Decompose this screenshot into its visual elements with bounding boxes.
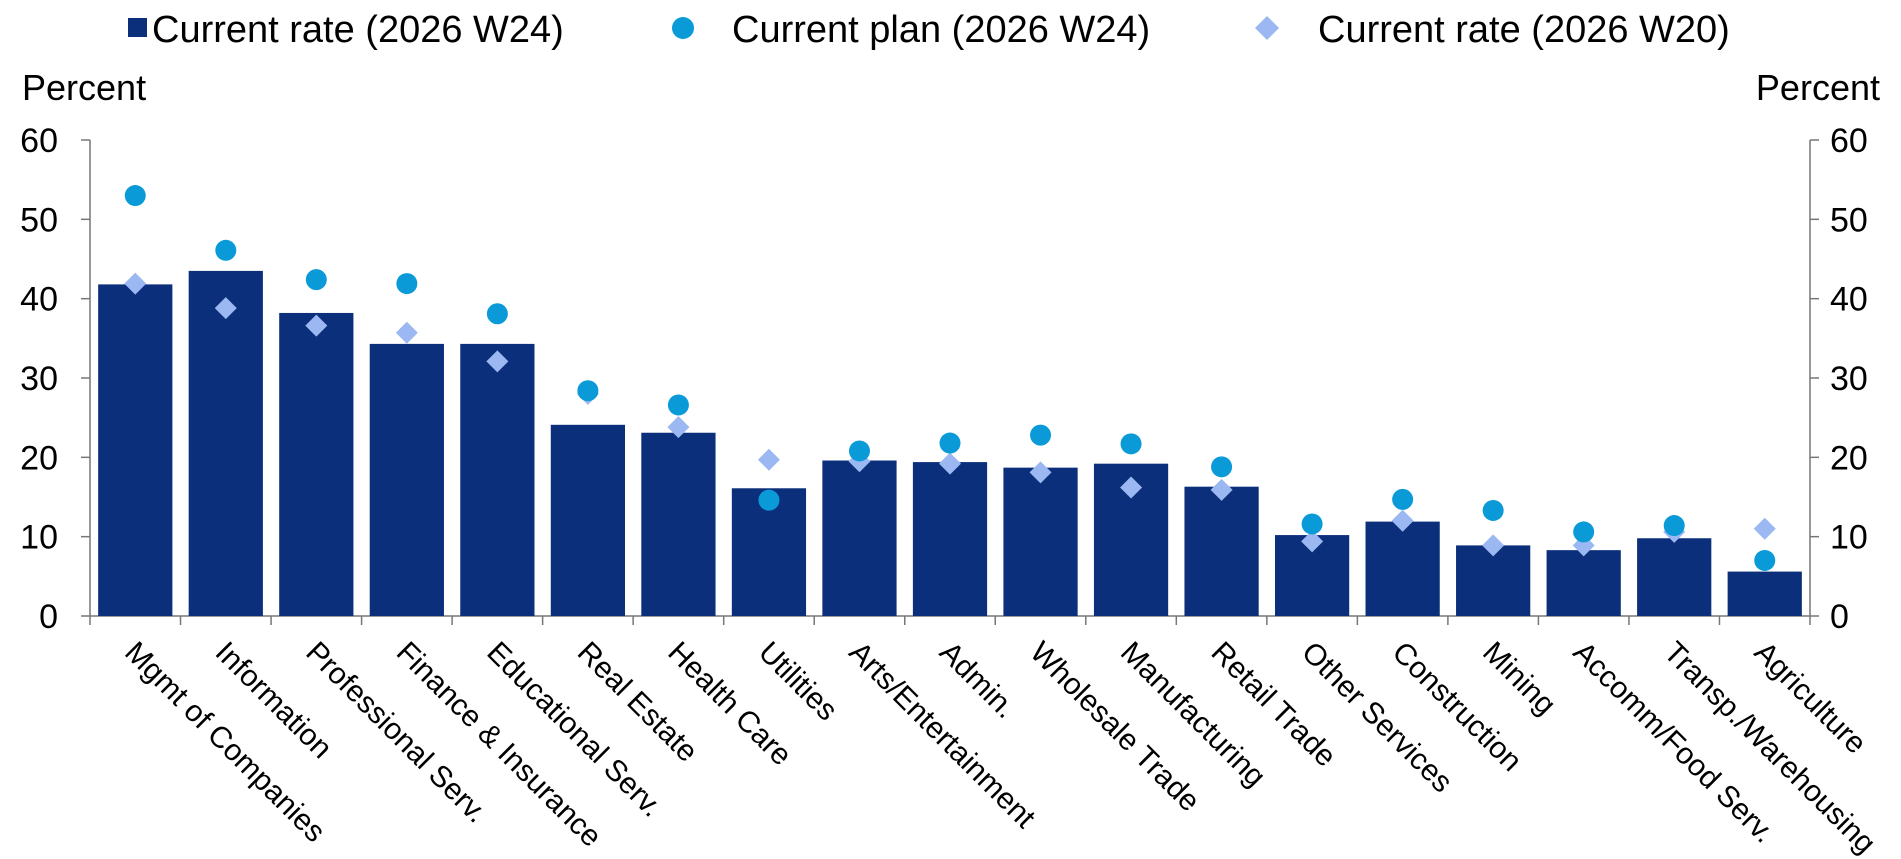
marker-current-rate-w20 [1482,534,1505,557]
marker-current-rate-w20 [1753,517,1776,540]
marker-current-plan-w24 [1663,515,1685,537]
y-tick-label-left: 10 [20,519,58,557]
bar-current-rate-w24 [641,432,716,616]
marker-current-rate-w20 [667,416,690,439]
x-category-label: Mining [1476,636,1562,722]
marker-current-rate-w20 [214,297,237,320]
marker-current-plan-w24 [1030,424,1052,446]
bar-current-rate-w24 [369,343,444,616]
marker-current-rate-w20 [486,350,509,373]
bar-current-rate-w24 [188,270,263,616]
bar-current-rate-w24 [1003,467,1078,616]
marker-current-plan-w24 [1301,513,1323,535]
y-tick-label-left: 60 [20,122,58,160]
marker-current-plan-w24 [1573,521,1595,543]
bar-current-rate-w24 [460,343,535,616]
y-tick-label-right: 50 [1830,201,1868,239]
legend: Current rate (2026 W24) Current plan (202… [128,9,1730,51]
bar-current-rate-w24 [1637,538,1712,616]
marker-current-rate-w20 [124,272,147,295]
marker-current-plan-w24 [848,440,870,462]
y-tick-label-left: 0 [39,598,58,636]
y-axis-title-right: Percent [1756,67,1880,108]
bar-current-rate-w24 [1456,545,1531,616]
marker-current-plan-w24 [577,380,599,402]
marker-current-plan-w24 [215,239,237,261]
marker-current-plan-w24 [1120,433,1142,455]
marker-current-plan-w24 [1392,488,1414,510]
marker-current-plan-w24 [486,303,508,325]
legend-swatch-square [128,18,147,37]
marker-current-rate-w20 [757,448,780,471]
legend-swatch-circle [672,17,694,39]
y-tick-label-right: 20 [1830,439,1868,477]
marker-current-plan-w24 [758,489,780,511]
y-tick-label-left: 50 [20,201,58,239]
marker-current-plan-w24 [1211,456,1233,478]
y-tick-label-right: 60 [1830,122,1868,160]
y-tick-label-left: 40 [20,281,58,319]
y-axis-title-left: Percent [22,67,146,108]
marker-current-plan-w24 [396,273,418,295]
bar-current-rate-w24 [98,284,173,616]
bar-current-rate-w24 [279,312,354,616]
marker-current-rate-w20 [305,314,328,337]
marker-current-plan-w24 [124,185,146,207]
bar-current-rate-w24 [822,460,897,616]
bar-current-rate-w24 [912,462,988,616]
bar-current-rate-w24 [1184,486,1259,616]
x-category-label: Wholesale Trade [1024,636,1207,819]
legend-label: Current rate (2026 W20) [1318,9,1730,51]
marker-current-plan-w24 [667,394,689,416]
y-tick-label-left: 20 [20,439,58,477]
x-category-label: Utilities [752,636,844,728]
marker-current-rate-w20 [1029,461,1052,484]
marker-current-rate-w20 [939,452,961,475]
marker-current-plan-w24 [1482,499,1504,521]
marker-current-plan-w24 [939,432,961,454]
y-tick-label-right: 10 [1830,519,1868,557]
y-tick-label-left: 30 [20,360,58,398]
marker-current-plan-w24 [305,269,327,291]
marker-current-rate-w20 [1210,478,1233,501]
legend-label: Current rate (2026 W24) [152,9,564,51]
y-tick-label-right: 0 [1830,598,1849,636]
bar-current-rate-w24 [1727,571,1802,616]
bar-current-rate-w24 [1365,521,1440,616]
bar-current-rate-w24 [1546,550,1621,616]
marker-current-rate-w20 [1120,476,1143,499]
bar-current-rate-w24 [550,424,626,616]
marker-current-rate-w20 [1391,509,1414,532]
x-category-label: Admin. [933,636,1022,725]
marker-current-rate-w20 [395,321,418,344]
y-tick-label-right: 30 [1830,360,1868,398]
marker-current-plan-w24 [1754,549,1776,571]
legend-swatch-diamond [1255,16,1279,40]
y-tick-label-right: 40 [1830,281,1868,319]
marker-current-rate-w20 [1301,530,1324,553]
legend-label: Current plan (2026 W24) [732,9,1150,51]
